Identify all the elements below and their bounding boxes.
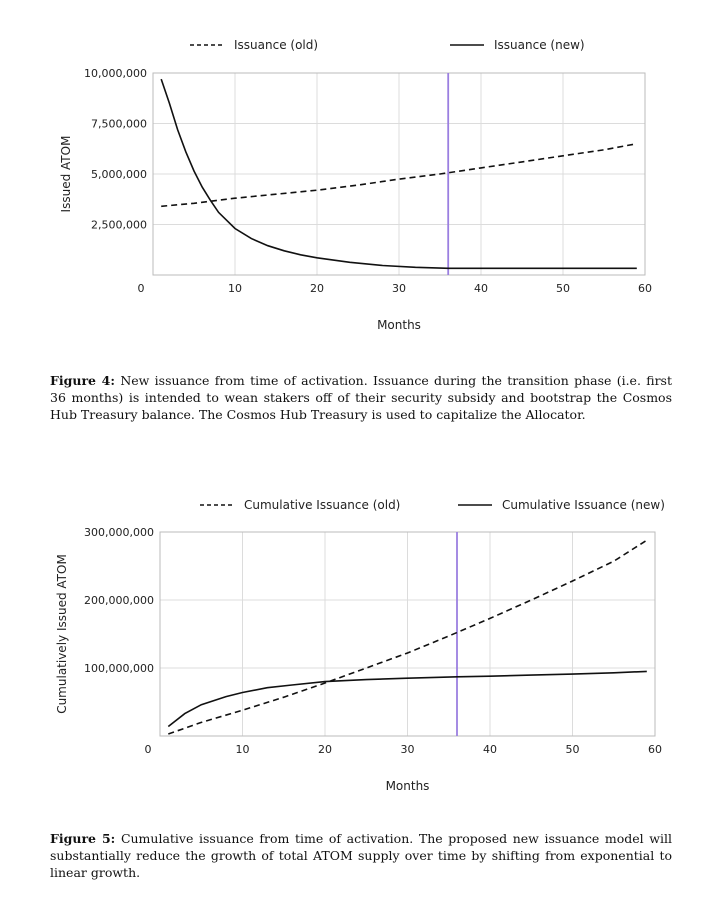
y-axis-title: Issued ATOM [59,136,73,213]
x-tick-label: 30 [401,743,415,756]
y-tick-label: 300,000,000 [84,526,154,539]
issuance-chart: Issuance (old) Issuance (new) 0 10 20 30 40 50 6… [59,38,652,332]
y-tick-label: 10,000,000 [84,67,147,80]
figure-4-caption: Figure 4: New issuance from time of acti… [50,372,672,423]
x-tick-label: 50 [556,282,570,295]
series-line-new [160,78,637,270]
figure-5-caption: Figure 5: Cumulative issuance from time … [50,830,672,881]
y-tick-label: 2,500,000 [91,219,147,232]
caption-label: Figure 4: [50,373,115,388]
x-tick-label: 10 [236,743,250,756]
x-tick-label: 0 [138,282,145,295]
x-tick-label: 10 [228,282,242,295]
cumulative-issuance-chart: Cumulative Issuance (old) Cumulative Issu… [55,498,665,793]
x-tick-label: 40 [474,282,488,295]
x-tick-label: 60 [648,743,662,756]
y-axis-title: Cumulatively Issued ATOM [55,554,69,714]
y-tick-label: 7,500,000 [91,118,147,131]
y-tick-label: 5,000,000 [91,168,147,181]
x-tick-label: 50 [566,743,580,756]
caption-label: Figure 5: [50,831,116,846]
y-tick-label: 100,000,000 [84,662,154,675]
caption-text: Cumulative issuance from time of activat… [50,831,672,880]
caption-text: New issuance from time of activation. Is… [50,373,672,422]
plot-frame [159,531,656,737]
x-tick-label: 40 [483,743,497,756]
legend-label: Cumulative Issuance (new) [502,498,665,512]
legend-label: Issuance (new) [494,38,585,52]
series-line-new [167,670,647,728]
series-line-old [168,539,648,735]
plot-frame [152,72,646,276]
legend-label: Issuance (old) [234,38,318,52]
series-line-old [161,142,637,208]
x-axis-title: Months [386,779,430,793]
y-tick-label: 200,000,000 [84,594,154,607]
x-tick-label: 30 [392,282,406,295]
x-tick-label: 0 [145,743,152,756]
legend-label: Cumulative Issuance (old) [244,498,400,512]
x-tick-label: 20 [318,743,332,756]
x-tick-label: 20 [310,282,324,295]
x-tick-label: 60 [638,282,652,295]
x-axis-title: Months [377,318,421,332]
